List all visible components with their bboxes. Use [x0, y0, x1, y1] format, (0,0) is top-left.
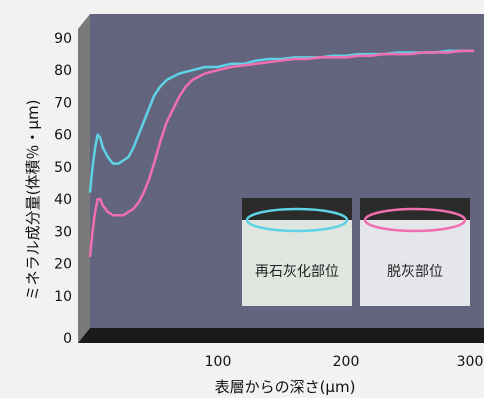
y-tick-label: 70 [54, 95, 72, 111]
y-tick-label: 80 [54, 63, 72, 79]
y-axis-label: ミネラル成分量(体積％・μm) [24, 100, 42, 301]
y-tick-label: 50 [54, 160, 72, 176]
y-tick-label: 60 [54, 128, 72, 144]
x-axis-label: 表層からの深さ(μm) [215, 378, 356, 396]
x-tick-label: 300 [457, 354, 484, 370]
series-line-demineralized [88, 49, 474, 258]
y-tick-label: 10 [54, 289, 72, 305]
x-tick-label: 100 [205, 354, 232, 370]
inset-demineralized-label: 脱灰部位 [387, 264, 443, 280]
left-wall [78, 14, 90, 343]
x-tick-label: 200 [333, 354, 360, 370]
y-tick-label: 40 [54, 192, 72, 208]
y-tick-label: 0 [63, 331, 72, 347]
inset-demineralized-ring [363, 207, 467, 233]
inset-remineralized-ring [245, 207, 349, 233]
inset-remineralized-label: 再石灰化部位 [255, 264, 339, 280]
inset-remineralized: 再石灰化部位 [242, 198, 352, 306]
y-tick-label: 90 [54, 31, 72, 47]
y-tick-label: 20 [54, 257, 72, 273]
inset-demineralized: 脱灰部位 [360, 198, 470, 306]
y-tick-label: 30 [54, 224, 72, 240]
plot-floor [78, 328, 484, 343]
